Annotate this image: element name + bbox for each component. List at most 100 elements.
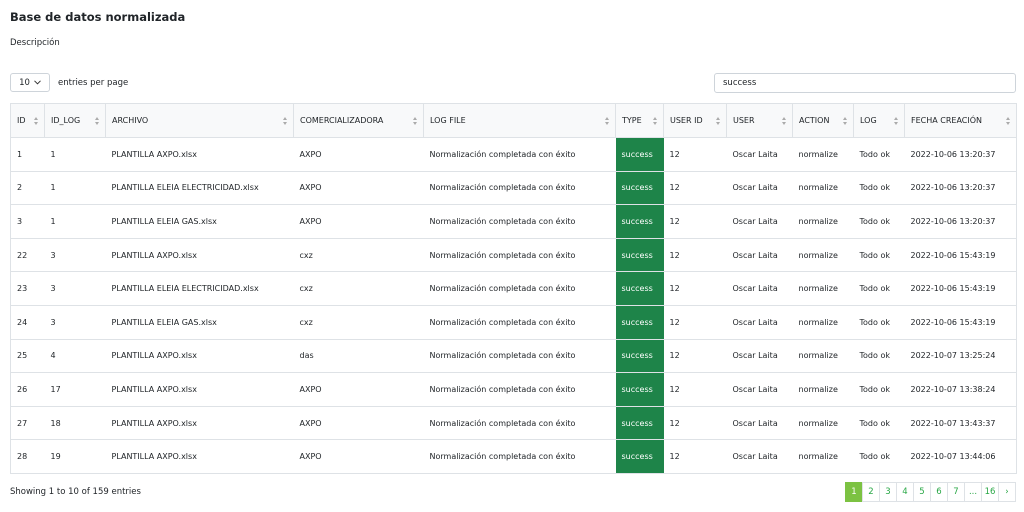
table-cell: 2022-10-07 13:25:24 bbox=[904, 339, 1017, 374]
column-header[interactable]: USER ID bbox=[663, 103, 727, 138]
table-cell: Todo ok bbox=[853, 339, 905, 374]
table-cell: PLANTILLA AXPO.xlsx bbox=[105, 339, 294, 374]
column-header[interactable]: USER bbox=[726, 103, 793, 138]
table-cell: 3 bbox=[10, 204, 45, 239]
page-button[interactable]: 3 bbox=[879, 482, 897, 502]
table-cell: PLANTILLA AXPO.xlsx bbox=[105, 372, 294, 407]
search-input[interactable]: success bbox=[714, 73, 1016, 93]
page-button[interactable]: 6 bbox=[930, 482, 948, 502]
column-header[interactable]: FECHA CREACIÓN bbox=[904, 103, 1017, 138]
table-cell: 12 bbox=[663, 204, 727, 239]
table-cell: 2022-10-06 15:43:19 bbox=[904, 305, 1017, 340]
table-cell: 12 bbox=[663, 406, 727, 441]
table-cell: Normalización completada con éxito bbox=[423, 339, 616, 374]
table-cell: Normalización completada con éxito bbox=[423, 406, 616, 441]
table-row: 27 18 PLANTILLA AXPO.xlsx AXPO Normalización… bbox=[10, 406, 1017, 441]
table-row: 3 1 PLANTILLA ELEIA GAS.xlsx AXPO Normalizac… bbox=[10, 204, 1017, 239]
page-button[interactable]: › bbox=[998, 482, 1016, 502]
table-cell: 12 bbox=[663, 305, 727, 340]
table-cell: Normalización completada con éxito bbox=[423, 238, 616, 273]
table-cell: 3 bbox=[44, 305, 106, 340]
table-cell: 27 bbox=[10, 406, 45, 441]
table-cell: Oscar Laita bbox=[726, 305, 793, 340]
table-cell: Normalización completada con éxito bbox=[423, 372, 616, 407]
description: Descripción bbox=[10, 38, 60, 48]
table-row: 2 1 PLANTILLA ELEIA ELECTRICIDAD.xlsx AXPO N… bbox=[10, 171, 1017, 206]
pagination: 1 2 3 4 5 6 7... 16 › bbox=[845, 482, 1016, 502]
table-cell: cxz bbox=[293, 271, 424, 306]
table-cell: AXPO bbox=[293, 171, 424, 206]
table-cell: PLANTILLA AXPO.xlsx bbox=[105, 406, 294, 441]
table-cell: Todo ok bbox=[853, 171, 905, 206]
table-cell: normalize bbox=[792, 372, 854, 407]
table-cell: AXPO bbox=[293, 439, 424, 474]
table-cell: 2022-10-06 15:43:19 bbox=[904, 271, 1017, 306]
page-button[interactable]: ... bbox=[964, 482, 982, 502]
table-cell: Oscar Laita bbox=[726, 372, 793, 407]
type-badge: success bbox=[615, 406, 664, 441]
column-header[interactable]: COMERCIALIZADORA bbox=[293, 103, 424, 138]
table-cell: das bbox=[293, 339, 424, 374]
chevron-icon bbox=[34, 80, 41, 85]
table-cell: Normalización completada con éxito bbox=[423, 439, 616, 474]
per-page-select[interactable]: 10 bbox=[10, 73, 50, 92]
table-cell: 12 bbox=[663, 339, 727, 374]
column-header[interactable]: ACTION bbox=[792, 103, 854, 138]
table-cell: normalize bbox=[792, 137, 854, 172]
table-cell: 2022-10-07 13:44:06 bbox=[904, 439, 1017, 474]
table-cell: 12 bbox=[663, 137, 727, 172]
table-cell: 2022-10-06 13:20:37 bbox=[904, 137, 1017, 172]
table-cell: Normalización completada con éxito bbox=[423, 171, 616, 206]
table-cell: Todo ok bbox=[853, 204, 905, 239]
table-cell: normalize bbox=[792, 439, 854, 474]
type-badge: success bbox=[615, 204, 664, 239]
table-cell: 3 bbox=[44, 238, 106, 273]
page-button[interactable]: 16 bbox=[981, 482, 999, 502]
table-cell: Normalización completada con éxito bbox=[423, 204, 616, 239]
table-cell: Oscar Laita bbox=[726, 137, 793, 172]
table-cell: Normalización completada con éxito bbox=[423, 137, 616, 172]
header-row: ID ID_LOG ARCHIVO COMERCIALIZADORA LOG FILE T… bbox=[10, 103, 1017, 138]
table-cell: 12 bbox=[663, 271, 727, 306]
table-cell: 1 bbox=[44, 137, 106, 172]
table-cell: 19 bbox=[44, 439, 106, 474]
table-cell: PLANTILLA ELEIA ELECTRICIDAD.xlsx bbox=[105, 171, 294, 206]
table-cell: 12 bbox=[663, 238, 727, 273]
table-cell: PLANTILLA ELEIA ELECTRICIDAD.xlsx bbox=[105, 271, 294, 306]
table-row: 23 3 PLANTILLA ELEIA ELECTRICIDAD.xlsx cxz N… bbox=[10, 271, 1017, 306]
column-header[interactable]: LOG bbox=[853, 103, 905, 138]
table-cell: 18 bbox=[44, 406, 106, 441]
table-cell: Oscar Laita bbox=[726, 271, 793, 306]
column-header[interactable]: ID bbox=[10, 103, 45, 138]
table-cell: 24 bbox=[10, 305, 45, 340]
table-row: 28 19 PLANTILLA AXPO.xlsx AXPO Normalización… bbox=[10, 439, 1017, 474]
table-cell: 2022-10-06 13:20:37 bbox=[904, 204, 1017, 239]
page-button[interactable]: 1 bbox=[845, 482, 863, 502]
page-button[interactable]: 7 bbox=[947, 482, 965, 502]
table-cell: 12 bbox=[663, 439, 727, 474]
data-table: ID ID_LOG ARCHIVO COMERCIALIZADORA LOG FILE T… bbox=[10, 103, 1017, 474]
table-cell: Oscar Laita bbox=[726, 238, 793, 273]
type-badge: success bbox=[615, 137, 664, 172]
column-header[interactable]: ID_LOG bbox=[44, 103, 106, 138]
table-cell: Normalización completada con éxito bbox=[423, 305, 616, 340]
column-header[interactable]: LOG FILE bbox=[423, 103, 616, 138]
type-badge: success bbox=[615, 372, 664, 407]
table-cell: Todo ok bbox=[853, 271, 905, 306]
page-button[interactable]: 2 bbox=[862, 482, 880, 502]
table-cell: 2022-10-07 13:38:24 bbox=[904, 372, 1017, 407]
column-header[interactable]: ARCHIVO bbox=[105, 103, 294, 138]
type-badge: success bbox=[615, 271, 664, 306]
table-cell: Todo ok bbox=[853, 137, 905, 172]
page-button[interactable]: 4 bbox=[896, 482, 914, 502]
table-cell: Oscar Laita bbox=[726, 406, 793, 441]
page-button[interactable]: 5 bbox=[913, 482, 931, 502]
table-cell: PLANTILLA AXPO.xlsx bbox=[105, 238, 294, 273]
table-cell: AXPO bbox=[293, 137, 424, 172]
table-cell: Oscar Laita bbox=[726, 204, 793, 239]
table-cell: 22 bbox=[10, 238, 45, 273]
table-cell: 17 bbox=[44, 372, 106, 407]
table-cell: normalize bbox=[792, 305, 854, 340]
table-row: 22 3 PLANTILLA AXPO.xlsx cxz Normalización c… bbox=[10, 238, 1017, 273]
column-header[interactable]: TYPE bbox=[615, 103, 664, 138]
